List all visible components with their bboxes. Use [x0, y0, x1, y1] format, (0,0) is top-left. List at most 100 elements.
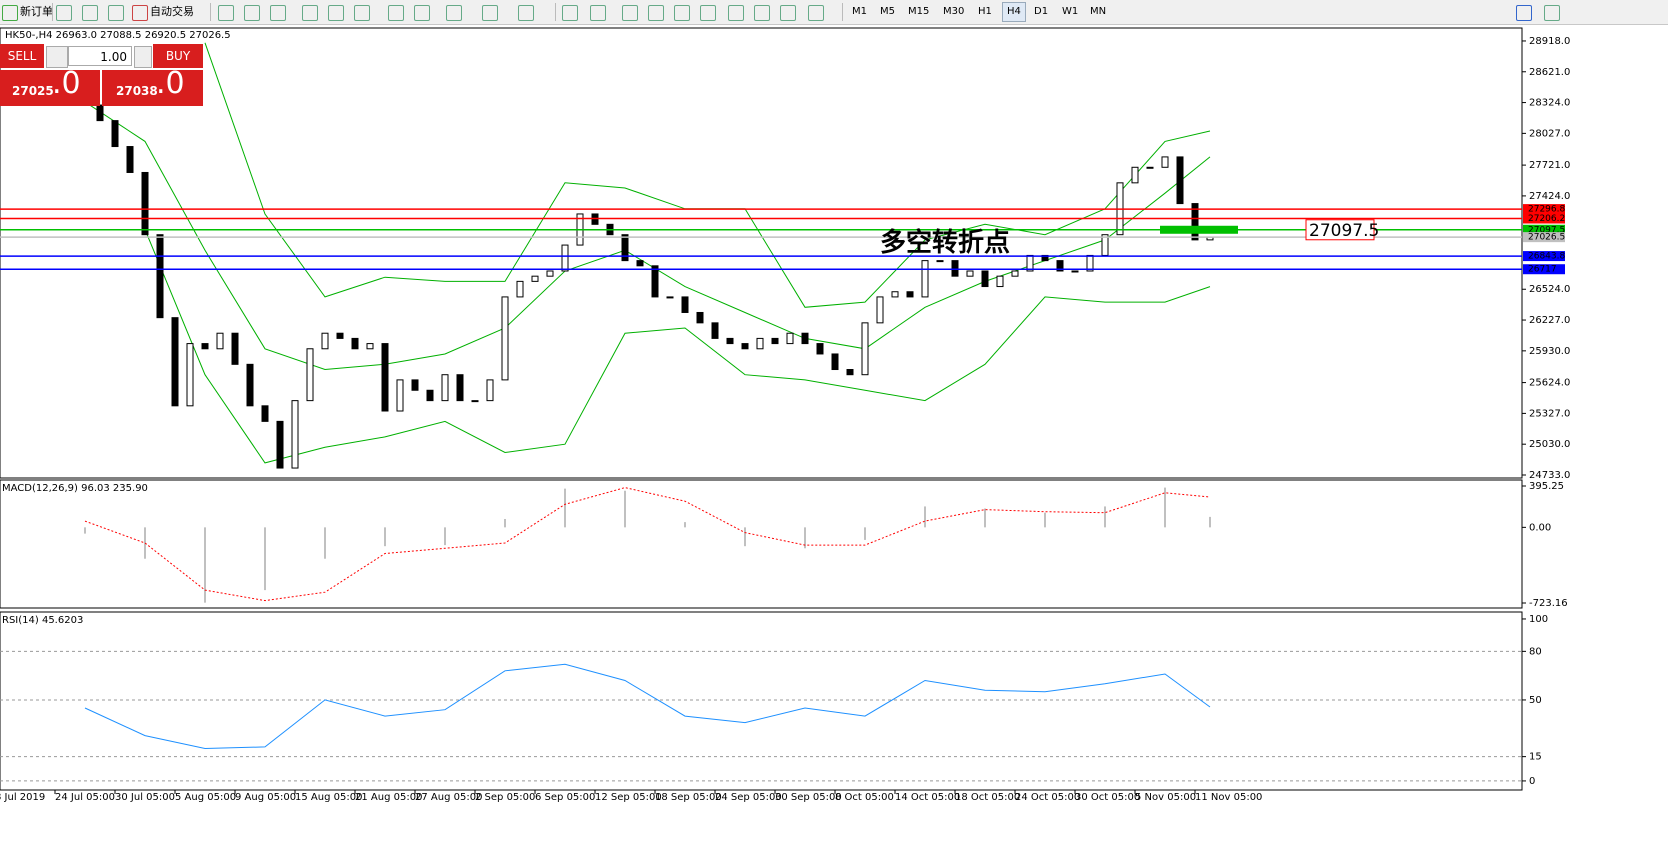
timeframe-button[interactable]: M15 — [908, 6, 930, 17]
level-price-box — [1523, 213, 1565, 224]
candle — [1056, 260, 1064, 272]
candle — [951, 260, 959, 277]
sell-price-box[interactable]: 27025 .0 — [0, 66, 100, 106]
new-order-icon — [2, 5, 18, 21]
timeframe-button[interactable]: H4 — [1002, 2, 1026, 22]
x-tick-label: 5 Nov 05:00 — [1135, 792, 1196, 803]
rsi-frame — [0, 611, 1523, 791]
tool-icon[interactable] — [590, 5, 606, 21]
main-frame — [0, 27, 1523, 479]
bollinger-lower — [144, 229, 1211, 464]
y-tick-label: 26227.0 — [1529, 315, 1570, 326]
candle — [381, 343, 389, 412]
candle — [666, 296, 674, 299]
macd-bar — [84, 527, 87, 534]
candle — [621, 234, 629, 262]
candle — [441, 374, 449, 402]
tool-icon[interactable] — [622, 5, 638, 21]
y-tick-label: 24733.0 — [1529, 470, 1570, 481]
candle — [516, 280, 524, 298]
tool-icon[interactable] — [270, 5, 286, 21]
tool-icon[interactable] — [328, 5, 344, 21]
candle — [141, 171, 149, 236]
volume-input[interactable]: 1.00 — [68, 46, 132, 66]
timeframe-button[interactable]: M1 — [852, 6, 867, 17]
tool-icon[interactable] — [674, 5, 690, 21]
tool-icon[interactable] — [562, 5, 578, 21]
x-tick-label: 6 Sep 05:00 — [535, 792, 595, 803]
tool-icon[interactable] — [414, 5, 430, 21]
macd-bar — [744, 527, 747, 547]
candle — [816, 343, 824, 355]
separator — [842, 3, 843, 21]
volume-down[interactable] — [46, 46, 68, 68]
sell-button[interactable]: SELL — [0, 44, 44, 68]
macd-bar — [624, 490, 627, 528]
timeframe-button[interactable]: H1 — [978, 6, 992, 17]
x-tick-label: 24 Jul 05:00 — [55, 792, 115, 803]
candle — [231, 332, 239, 365]
y-tick-label: 27424.0 — [1529, 191, 1570, 202]
annotation: 多空转折点 — [880, 227, 1010, 258]
candle — [366, 343, 374, 350]
candle — [336, 332, 344, 339]
x-tick-label: 8 Jul 2019 — [0, 792, 45, 803]
y-tick-label: 15 — [1529, 752, 1542, 763]
tool-icon[interactable] — [1544, 5, 1560, 21]
candle — [546, 270, 554, 277]
timeframe-button[interactable]: W1 — [1062, 6, 1079, 17]
candle — [471, 400, 479, 403]
tool-icon[interactable] — [354, 5, 370, 21]
buy-price-box[interactable]: 27038 .0 — [102, 66, 203, 106]
candle — [351, 337, 359, 350]
tool-icon[interactable] — [648, 5, 664, 21]
y-tick-label: 0.00 — [1529, 522, 1551, 533]
tool-icon[interactable] — [218, 5, 234, 21]
tool-icon[interactable] — [700, 5, 716, 21]
candle — [411, 379, 419, 391]
tool-icon[interactable] — [108, 5, 124, 21]
macd-bar — [984, 508, 987, 528]
tool-icon[interactable] — [754, 5, 770, 21]
tool-icon[interactable] — [446, 5, 462, 21]
tool-icon[interactable] — [518, 5, 534, 21]
volume-up[interactable] — [134, 46, 152, 68]
macd-bar — [504, 518, 507, 528]
tool-icon[interactable] — [302, 5, 318, 21]
y-tick-label: 28621.0 — [1529, 67, 1570, 78]
auto-trading-icon — [132, 5, 148, 21]
tool-icon[interactable] — [808, 5, 824, 21]
candle — [126, 146, 134, 173]
auto-trading-button[interactable]: 自动交易 — [150, 5, 194, 18]
timeframe-button[interactable]: D1 — [1034, 6, 1049, 17]
candle — [486, 379, 494, 402]
main-plot — [82, 42, 1214, 469]
timeframe-button[interactable]: MN — [1090, 6, 1107, 17]
candle — [186, 343, 194, 407]
level-price-box — [1523, 251, 1565, 262]
tool-icon[interactable] — [56, 5, 72, 21]
timeframe-button[interactable]: M30 — [943, 6, 965, 17]
macd-frame — [0, 479, 1523, 609]
new-order-button[interactable]: 新订单 — [20, 5, 53, 18]
tool-icon[interactable] — [388, 5, 404, 21]
search-icon[interactable] — [1516, 5, 1532, 21]
tool-icon[interactable] — [780, 5, 796, 21]
x-tick-label: 30 Sep 05:00 — [775, 792, 842, 803]
tool-icon[interactable] — [82, 5, 98, 21]
candle — [96, 104, 104, 122]
candle — [891, 291, 899, 298]
tool-icon[interactable] — [244, 5, 260, 21]
separator — [52, 3, 53, 21]
tool-icon[interactable] — [482, 5, 498, 21]
x-tick-label: 24 Oct 05:00 — [1015, 792, 1080, 803]
macd-bar — [564, 488, 567, 528]
macd-bar — [264, 527, 267, 591]
timeframe-button[interactable]: M5 — [880, 6, 895, 17]
tool-icon[interactable] — [728, 5, 744, 21]
buy-button[interactable]: BUY — [153, 44, 203, 68]
candle — [771, 337, 779, 345]
y-tick-label: 0 — [1529, 776, 1535, 787]
y-tick-label: 27721.0 — [1529, 160, 1570, 171]
y-tick-label: 25930.0 — [1529, 346, 1570, 357]
